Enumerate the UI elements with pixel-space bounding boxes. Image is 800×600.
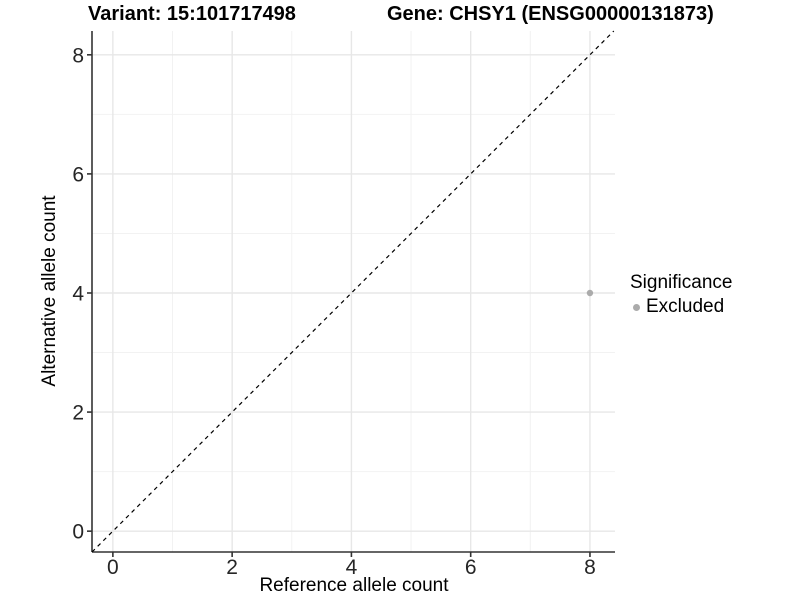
y-tick-label: 2: [72, 402, 84, 425]
y-tick-label: 4: [72, 282, 84, 305]
x-tick-label: 8: [584, 556, 596, 579]
legend-item-label: Excluded: [646, 296, 725, 317]
x-tick-label: 2: [226, 556, 238, 579]
legend-item: Excluded: [630, 296, 732, 318]
identity-line: [91, 30, 615, 553]
y-tick-label: 6: [72, 163, 84, 186]
legend-title: Significance: [630, 272, 733, 293]
y-axis-title: Alternative allele count: [39, 195, 60, 387]
y-tick-label: 0: [72, 521, 84, 544]
x-tick-label: 6: [465, 556, 477, 579]
legend: Significance Excluded: [630, 272, 732, 318]
x-axis-title: Reference allele count: [259, 575, 449, 596]
x-tick-label: 0: [107, 556, 119, 579]
y-tick-label: 8: [72, 44, 84, 67]
data-point: [586, 289, 594, 297]
legend-key-dot-icon: [633, 303, 640, 311]
plot-title-variant: Variant: 15:101717498: [88, 3, 296, 25]
plot-title-gene: Gene: CHSY1 (ENSG00000131873): [387, 3, 714, 25]
x-tick-label: 4: [346, 556, 358, 579]
legend-items: Excluded: [630, 296, 732, 318]
